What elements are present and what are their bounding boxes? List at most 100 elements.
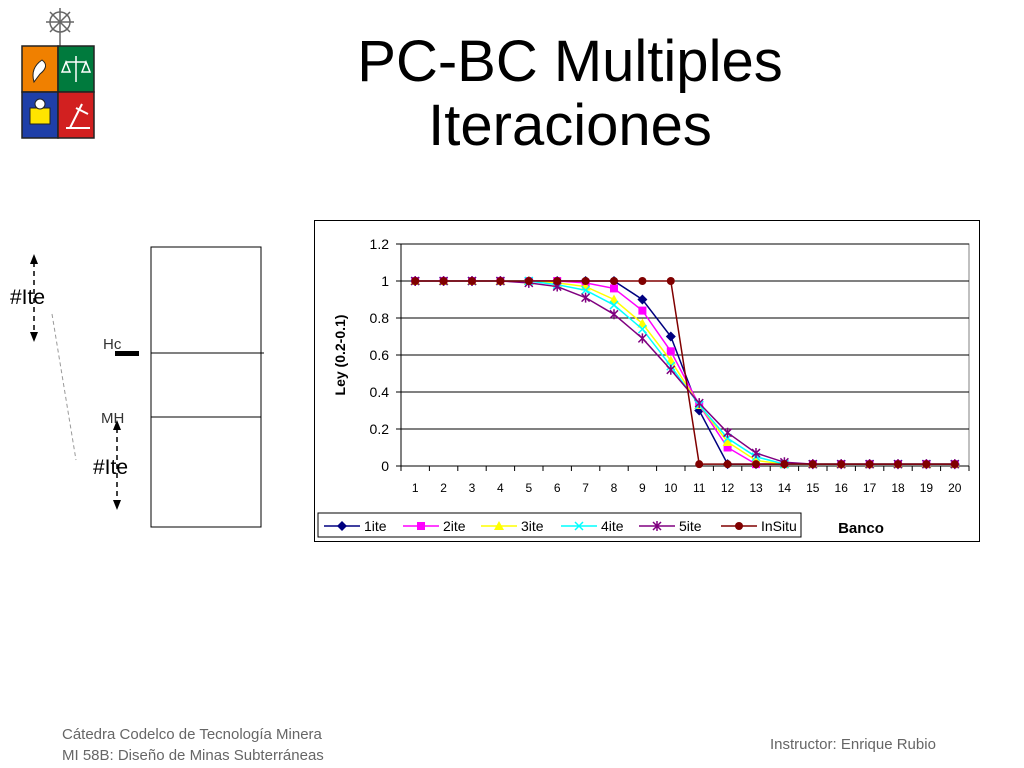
data-point-1ite [637, 294, 648, 305]
data-point-InSitu [610, 277, 618, 285]
data-point-InSitu [695, 460, 704, 469]
data-point-4ite [581, 285, 591, 295]
block-column [150, 246, 262, 528]
legend-label-5ite: 5ite [679, 518, 702, 534]
legend-marker-5ite [652, 521, 662, 531]
data-point-2ite [610, 284, 618, 293]
x-tick-label: 6 [554, 481, 561, 495]
series-line-InSitu [415, 280, 955, 465]
data-point-InSitu [496, 277, 505, 285]
y-tick-label: 0.2 [370, 421, 390, 437]
data-point-InSitu [723, 460, 732, 469]
data-point-InSitu [638, 277, 647, 285]
data-point-InSitu [865, 460, 874, 469]
data-point-InSitu [411, 277, 420, 285]
y-tick-label: 0.4 [370, 384, 390, 400]
x-tick-label: 12 [721, 481, 735, 495]
label-mh: MH [101, 410, 124, 427]
legend-label-InSitu: InSitu [761, 518, 797, 534]
x-tick-label: 3 [469, 481, 476, 495]
x-tick-label: 18 [891, 481, 905, 495]
chart-frame: 0 0.2 0.4 0.6 0.8 1 1.2 1 2 3 4 5 6 7 8 9 10 11 12 13 14 15 16… [314, 220, 980, 542]
arrow-head-down-icon [113, 500, 121, 510]
x-tick-label: 9 [639, 481, 646, 495]
data-point-InSitu [894, 460, 902, 469]
x-tick-label: 8 [611, 481, 618, 495]
legend-marker-1ite [337, 521, 347, 531]
y-tick-label: 0.8 [370, 310, 390, 326]
data-point-4ite [609, 300, 619, 310]
x-axis-label: Banco [838, 520, 884, 537]
label-ite-bottom: #Ite [93, 456, 128, 479]
data-point-5ite [751, 448, 761, 459]
footer-line1: Cátedra Codelco de Tecnología Minera [62, 726, 322, 743]
data-point-3ite [637, 318, 648, 328]
x-tick-label: 1 [412, 481, 419, 495]
data-point-InSitu [524, 277, 533, 285]
block-iteration-diagram: #Ite Hc MH #Ite [10, 246, 264, 528]
slide-title-line2: Iteraciones [428, 93, 712, 158]
data-point-InSitu [581, 277, 590, 285]
x-tick-label: 20 [948, 481, 962, 495]
x-tick-label: 17 [863, 481, 877, 495]
slide-title-line1: PC-BC Multiples [357, 29, 783, 94]
data-point-InSitu [950, 460, 959, 469]
legend-box [317, 512, 802, 538]
legend-label-4ite: 4ite [601, 518, 624, 534]
footer-instructor: Instructor: Enrique Rubio [770, 736, 936, 753]
y-tick-label: 1 [381, 273, 389, 289]
line-chart: 00.20.40.60.811.21 2 3 4 5 6 7 8 9 10 11 12 13 14 15 16… [317, 236, 970, 538]
data-point-InSitu [752, 460, 760, 469]
footer-line2: MI 58B: Diseño de Minas Subterráneas [62, 747, 324, 764]
x-tick-label: 19 [920, 481, 934, 495]
x-tick-label: 14 [778, 481, 792, 495]
hc-marker [115, 351, 139, 356]
data-point-InSitu [808, 460, 817, 469]
slide-title: PC-BC Multiples Iteraciones [300, 30, 840, 158]
data-point-InSitu [922, 460, 931, 469]
x-tick-label: 4 [497, 481, 504, 495]
legend-marker-4ite [574, 521, 584, 531]
x-tick-label: 2 [440, 481, 447, 495]
legend-label-3ite: 3ite [521, 518, 544, 534]
connector-dashed-line [51, 313, 77, 461]
legend-marker-InSitu [735, 522, 743, 530]
arrow-head-down-icon [30, 332, 38, 342]
data-point-5ite [637, 333, 647, 344]
data-point-5ite [581, 292, 591, 303]
legend-marker-3ite [494, 521, 504, 530]
y-axis-label: Ley (0.2-0.1) [332, 315, 348, 396]
x-tick-label: 16 [835, 481, 849, 495]
legend-marker-2ite [417, 522, 425, 530]
x-tick-label: 15 [806, 481, 820, 495]
label-hc: Hc [103, 336, 122, 353]
x-tick-label: 10 [664, 481, 678, 495]
y-tick-label: 1.2 [370, 236, 390, 252]
data-point-1ite [665, 331, 676, 342]
footer-left: Cátedra Codelco de Tecnología Minera MI … [62, 724, 324, 766]
university-logo [21, 8, 95, 139]
arrow-head-up-icon [113, 420, 121, 430]
data-point-4ite [637, 324, 647, 334]
data-point-InSitu [837, 460, 846, 469]
data-point-2ite [723, 443, 732, 452]
data-point-3ite [722, 436, 733, 446]
arrow-head-up-icon [30, 254, 38, 264]
x-tick-label: 5 [525, 481, 532, 495]
x-tick-label: 13 [749, 481, 763, 495]
data-point-5ite [723, 427, 733, 438]
data-point-InSitu [468, 277, 476, 285]
legend-label-2ite: 2ite [443, 518, 466, 534]
data-point-2ite [666, 347, 675, 356]
data-point-InSitu [780, 460, 789, 469]
y-tick-label: 0.6 [370, 347, 390, 363]
data-point-2ite [638, 306, 647, 315]
data-point-3ite [609, 294, 619, 304]
data-point-5ite [609, 309, 619, 320]
crest-top-ornament [46, 8, 74, 46]
data-point-5ite [666, 364, 676, 375]
y-tick-label: 0 [381, 458, 389, 474]
x-tick-label: 11 [693, 481, 706, 495]
data-point-5ite [694, 398, 704, 409]
data-point-InSitu [553, 277, 562, 285]
